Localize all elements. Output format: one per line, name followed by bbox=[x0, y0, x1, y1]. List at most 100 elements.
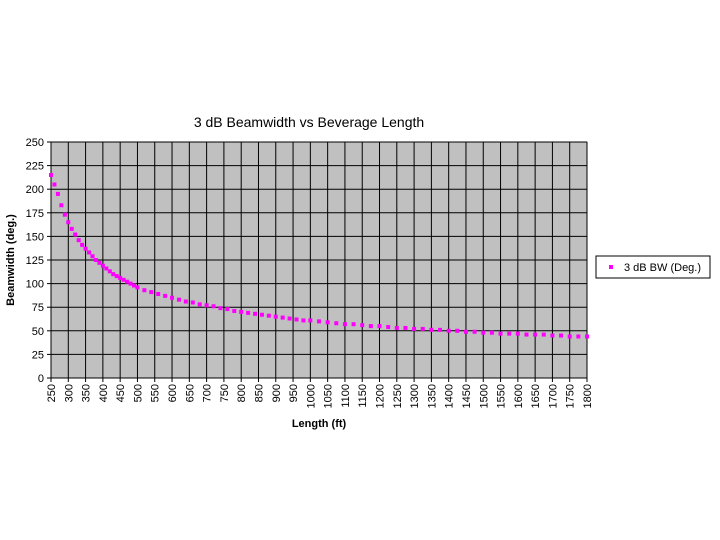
data-point bbox=[481, 330, 486, 335]
legend-box bbox=[595, 255, 711, 279]
x-tick-label: 850 bbox=[253, 384, 265, 402]
x-tick-label: 550 bbox=[150, 384, 162, 402]
data-point bbox=[280, 315, 285, 320]
data-point bbox=[66, 220, 71, 225]
y-tick-label: 250 bbox=[26, 137, 44, 149]
legend: 3 dB BW (Deg.) bbox=[595, 255, 711, 279]
data-point bbox=[498, 331, 503, 336]
data-point bbox=[59, 203, 64, 208]
x-tick-label: 1650 bbox=[530, 384, 542, 408]
series-3db-bw bbox=[49, 173, 589, 339]
data-point bbox=[125, 279, 130, 284]
data-point bbox=[121, 277, 126, 282]
data-point bbox=[386, 325, 391, 330]
x-tick-label: 1350 bbox=[426, 384, 438, 408]
data-point bbox=[142, 288, 147, 293]
data-point bbox=[111, 272, 116, 277]
x-tick-label: 650 bbox=[184, 384, 196, 402]
chart-title: 3 dB Beamwidth vs Beverage Length bbox=[194, 114, 424, 130]
data-point bbox=[87, 250, 92, 255]
data-point bbox=[49, 173, 53, 178]
x-tick-label: 250 bbox=[46, 384, 58, 402]
data-point bbox=[273, 314, 278, 319]
x-tick-label: 1450 bbox=[461, 384, 473, 408]
data-point bbox=[73, 232, 78, 237]
y-tick-label: 25 bbox=[32, 349, 44, 361]
data-point bbox=[183, 299, 188, 304]
data-point bbox=[576, 334, 581, 339]
data-point bbox=[438, 327, 443, 332]
data-point bbox=[368, 324, 373, 329]
x-tick-label: 950 bbox=[288, 384, 300, 402]
x-tick-label: 700 bbox=[202, 384, 214, 402]
data-point bbox=[463, 329, 468, 334]
x-tick-label: 1500 bbox=[478, 384, 490, 408]
data-point bbox=[301, 318, 306, 323]
data-point bbox=[90, 254, 95, 259]
data-point bbox=[317, 319, 321, 324]
data-point bbox=[342, 322, 347, 327]
data-point bbox=[446, 328, 451, 333]
data-point bbox=[104, 266, 109, 271]
x-tick-label: 500 bbox=[132, 384, 144, 402]
data-point bbox=[567, 334, 572, 339]
data-point bbox=[107, 269, 112, 274]
x-tick-label: 400 bbox=[98, 384, 110, 402]
y-tick-label: 75 bbox=[32, 302, 44, 314]
legend-marker bbox=[609, 265, 613, 269]
data-point bbox=[170, 295, 175, 300]
data-point bbox=[351, 322, 356, 327]
x-tick-label: 900 bbox=[271, 384, 283, 402]
data-point bbox=[232, 308, 237, 313]
data-point bbox=[585, 334, 589, 339]
data-point bbox=[287, 316, 292, 321]
data-point bbox=[541, 332, 546, 337]
y-tick-label: 150 bbox=[26, 231, 44, 243]
legend-label: 3 dB BW (Deg.) bbox=[624, 262, 701, 274]
data-point bbox=[533, 332, 538, 337]
data-point bbox=[253, 311, 258, 316]
x-tick-label: 1150 bbox=[357, 384, 369, 408]
data-point bbox=[204, 303, 209, 308]
x-tick-label: 350 bbox=[81, 384, 93, 402]
data-point bbox=[83, 246, 88, 251]
data-point bbox=[76, 238, 81, 243]
data-point bbox=[149, 290, 154, 295]
data-point bbox=[225, 307, 230, 312]
grid-lines bbox=[50, 141, 588, 379]
data-point bbox=[52, 182, 57, 187]
y-tick-label: 0 bbox=[38, 373, 44, 385]
x-tick-label: 1000 bbox=[305, 384, 317, 408]
data-point bbox=[131, 283, 136, 288]
y-axis-ticks: 0 25 50 75 100 125 150 175 200 225 250 bbox=[26, 137, 51, 385]
y-tick-label: 225 bbox=[26, 161, 44, 173]
data-point bbox=[472, 329, 477, 334]
data-point bbox=[334, 321, 339, 326]
x-axis-ticks: 250 300 350 400 450 500 550 600 650 700 750 800 850 9… bbox=[46, 378, 594, 408]
data-point bbox=[294, 317, 299, 322]
x-tick-label: 1700 bbox=[547, 384, 559, 408]
data-point bbox=[218, 306, 223, 311]
data-point bbox=[176, 297, 181, 302]
x-tick-label: 1750 bbox=[565, 384, 577, 408]
x-axis-label: Length (ft) bbox=[292, 418, 347, 430]
x-tick-label: 1200 bbox=[375, 384, 387, 408]
x-tick-label: 750 bbox=[219, 384, 231, 402]
y-tick-label: 200 bbox=[26, 184, 44, 196]
y-tick-label: 125 bbox=[26, 255, 44, 267]
data-point bbox=[507, 331, 512, 336]
x-tick-label: 600 bbox=[167, 384, 179, 402]
data-point bbox=[80, 242, 85, 247]
data-point bbox=[190, 300, 195, 305]
data-point bbox=[412, 326, 417, 331]
data-point bbox=[211, 304, 216, 309]
data-point bbox=[559, 333, 564, 338]
y-tick-label: 175 bbox=[26, 208, 44, 220]
data-point bbox=[114, 274, 119, 279]
x-tick-label: 1550 bbox=[496, 384, 508, 408]
data-point bbox=[259, 312, 264, 317]
data-point bbox=[308, 318, 313, 323]
data-point bbox=[128, 281, 133, 286]
data-point bbox=[135, 285, 140, 290]
